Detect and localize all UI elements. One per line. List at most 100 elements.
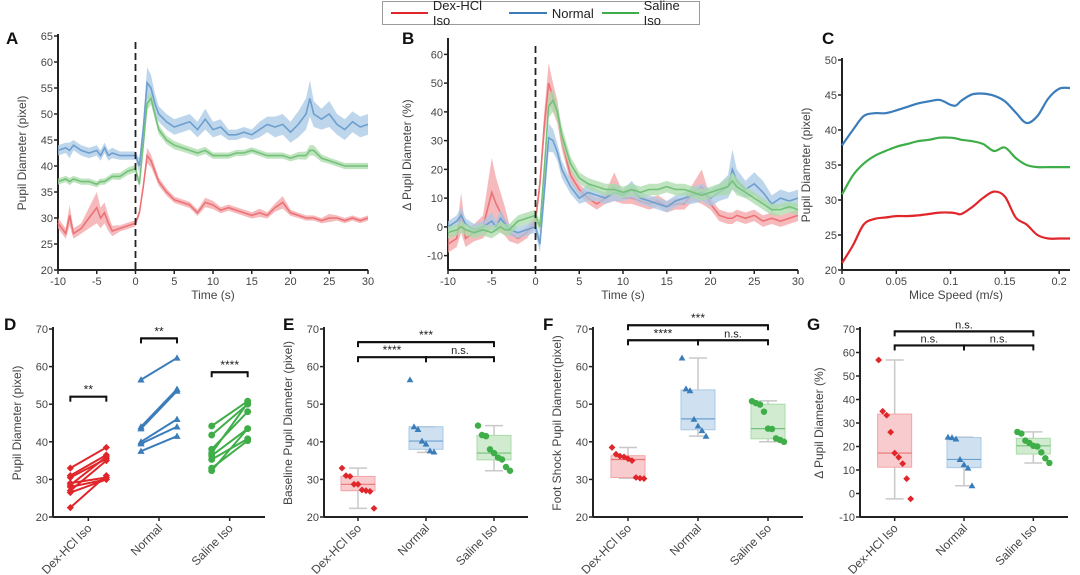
x-tick-label: 0.15: [994, 276, 1015, 288]
paired-line-saline-iso: [211, 400, 249, 427]
paired-line-normal: [140, 357, 178, 381]
x-tick-label-saline-iso: Saline Iso: [992, 521, 1039, 568]
y-tick-label: 50: [576, 399, 588, 411]
y-tick-label: 50: [307, 399, 319, 411]
data-point-diamond: [907, 495, 915, 503]
data-point-triangle: [678, 354, 686, 361]
x-tick-label: 20: [284, 276, 296, 288]
data-point-triangle: [422, 440, 430, 447]
data-point-circle: [768, 425, 776, 433]
data-point-diamond: [608, 444, 616, 451]
data-point-diamond: [66, 464, 74, 472]
data-point-circle: [1034, 443, 1041, 450]
paired-line-saline-iso: [211, 403, 249, 436]
data-point-triangle: [137, 447, 145, 454]
data-point-circle: [498, 456, 506, 463]
legend-label: Saline Iso: [643, 0, 680, 28]
x-tick-label-dex-hcl-iso: Dex-HCl Iso: [308, 521, 364, 575]
y-tick-label: 20: [307, 512, 319, 524]
series-line-dex-hcl-iso: [57, 153, 369, 236]
data-point-diamond: [370, 504, 378, 512]
data-point-diamond: [628, 457, 636, 464]
panel-label-e: E: [283, 315, 294, 334]
data-point-diamond: [362, 487, 370, 495]
data-point-diamond: [899, 460, 907, 468]
data-point-diamond: [636, 474, 644, 482]
data-point-diamond: [354, 480, 362, 488]
paired-line-dex-hcl-iso: [69, 459, 107, 492]
y-tick-label: 50: [825, 55, 837, 67]
paired-line-dex-hcl-iso: [69, 446, 107, 469]
x-tick-label: 30: [362, 276, 374, 288]
y-tick-label: 20: [36, 512, 48, 524]
y-tick-label: -10: [427, 251, 443, 263]
data-point-circle: [208, 456, 216, 463]
y-tick-label: 60: [36, 362, 48, 374]
data-point-circle: [482, 432, 490, 440]
significance-label: n.s.: [955, 319, 973, 331]
x-tick-label: -5: [487, 276, 497, 288]
error-band-normal: [58, 67, 368, 174]
data-point-triangle: [406, 376, 414, 383]
y-tick-label: 20: [825, 265, 837, 277]
panel-label-c: C: [822, 29, 834, 48]
data-point-diamond: [887, 428, 895, 436]
y-axis-label: Δ Pupil Diameter (%): [400, 99, 414, 210]
data-point-triangle: [694, 422, 702, 429]
data-point-diamond: [612, 450, 620, 458]
data-point-diamond: [875, 356, 883, 364]
series-line-normal: [57, 80, 369, 167]
y-axis-label: Δ Pupil Diameter (%): [812, 367, 826, 478]
panel-label-g: G: [807, 315, 820, 334]
paired-line-dex-hcl-iso: [70, 476, 107, 485]
data-point-triangle: [137, 376, 145, 383]
y-tick-label: 65: [41, 31, 53, 43]
y-tick-label: 0: [849, 489, 855, 501]
y-tick-label: 30: [843, 418, 855, 430]
data-point-diamond: [66, 473, 74, 482]
y-tick-label: 20: [576, 512, 588, 524]
series-line-saline-iso: [841, 136, 1070, 195]
data-point-circle: [1042, 455, 1049, 462]
paired-line-dex-hcl-iso: [69, 454, 107, 477]
y-tick-label: 55: [41, 83, 53, 95]
paired-line-dex-hcl-iso: [69, 474, 107, 509]
data-point-circle: [1038, 449, 1045, 456]
y-tick-label: 45: [825, 90, 837, 102]
y-tick-label: 25: [825, 230, 837, 242]
y-tick-label: 45: [41, 135, 53, 147]
x-tick-label-normal: Normal: [933, 521, 970, 558]
paired-line-normal: [140, 388, 178, 428]
data-point-triangle: [173, 415, 181, 422]
series-line-dex-hcl-iso: [841, 190, 1071, 264]
significance-label: ***: [419, 328, 433, 342]
data-point-triangle: [960, 461, 968, 468]
y-tick-label: 10: [843, 465, 855, 477]
x-tick-label-normal: Normal: [667, 521, 704, 558]
data-point-triangle: [173, 423, 181, 430]
y-tick-label: 50: [843, 371, 855, 383]
data-point-triangle: [430, 448, 438, 455]
y-tick-label: 20: [431, 164, 443, 176]
data-point-circle: [490, 449, 498, 457]
x-tick-label-saline-iso: Saline Iso: [727, 521, 774, 568]
data-point-triangle: [956, 456, 964, 462]
box-normal: [408, 426, 444, 450]
x-tick-label: 0: [132, 276, 138, 288]
x-tick-label: 25: [323, 276, 335, 288]
paired-line-dex-hcl-iso: [69, 456, 107, 486]
significance-label: n.s.: [724, 328, 742, 340]
y-tick-label: 30: [825, 195, 837, 207]
y-tick-label: 40: [431, 107, 443, 119]
y-tick-label: 50: [36, 399, 48, 411]
y-tick-label: 30: [431, 136, 443, 148]
x-tick-label-dex-hcl-iso: Dex-HCl Iso: [39, 521, 95, 575]
paired-line-normal: [140, 435, 178, 453]
legend-item-normal: Normal: [508, 6, 594, 21]
series-line-normal: [841, 86, 1071, 147]
y-tick-label: 40: [825, 125, 837, 137]
y-tick-label: 40: [576, 437, 588, 449]
data-point-diamond: [883, 411, 891, 419]
data-point-circle: [244, 425, 252, 433]
panel-f: F 20 30 40 50 60 70 Foot Shock Pupil Diameter(p…: [543, 311, 803, 575]
